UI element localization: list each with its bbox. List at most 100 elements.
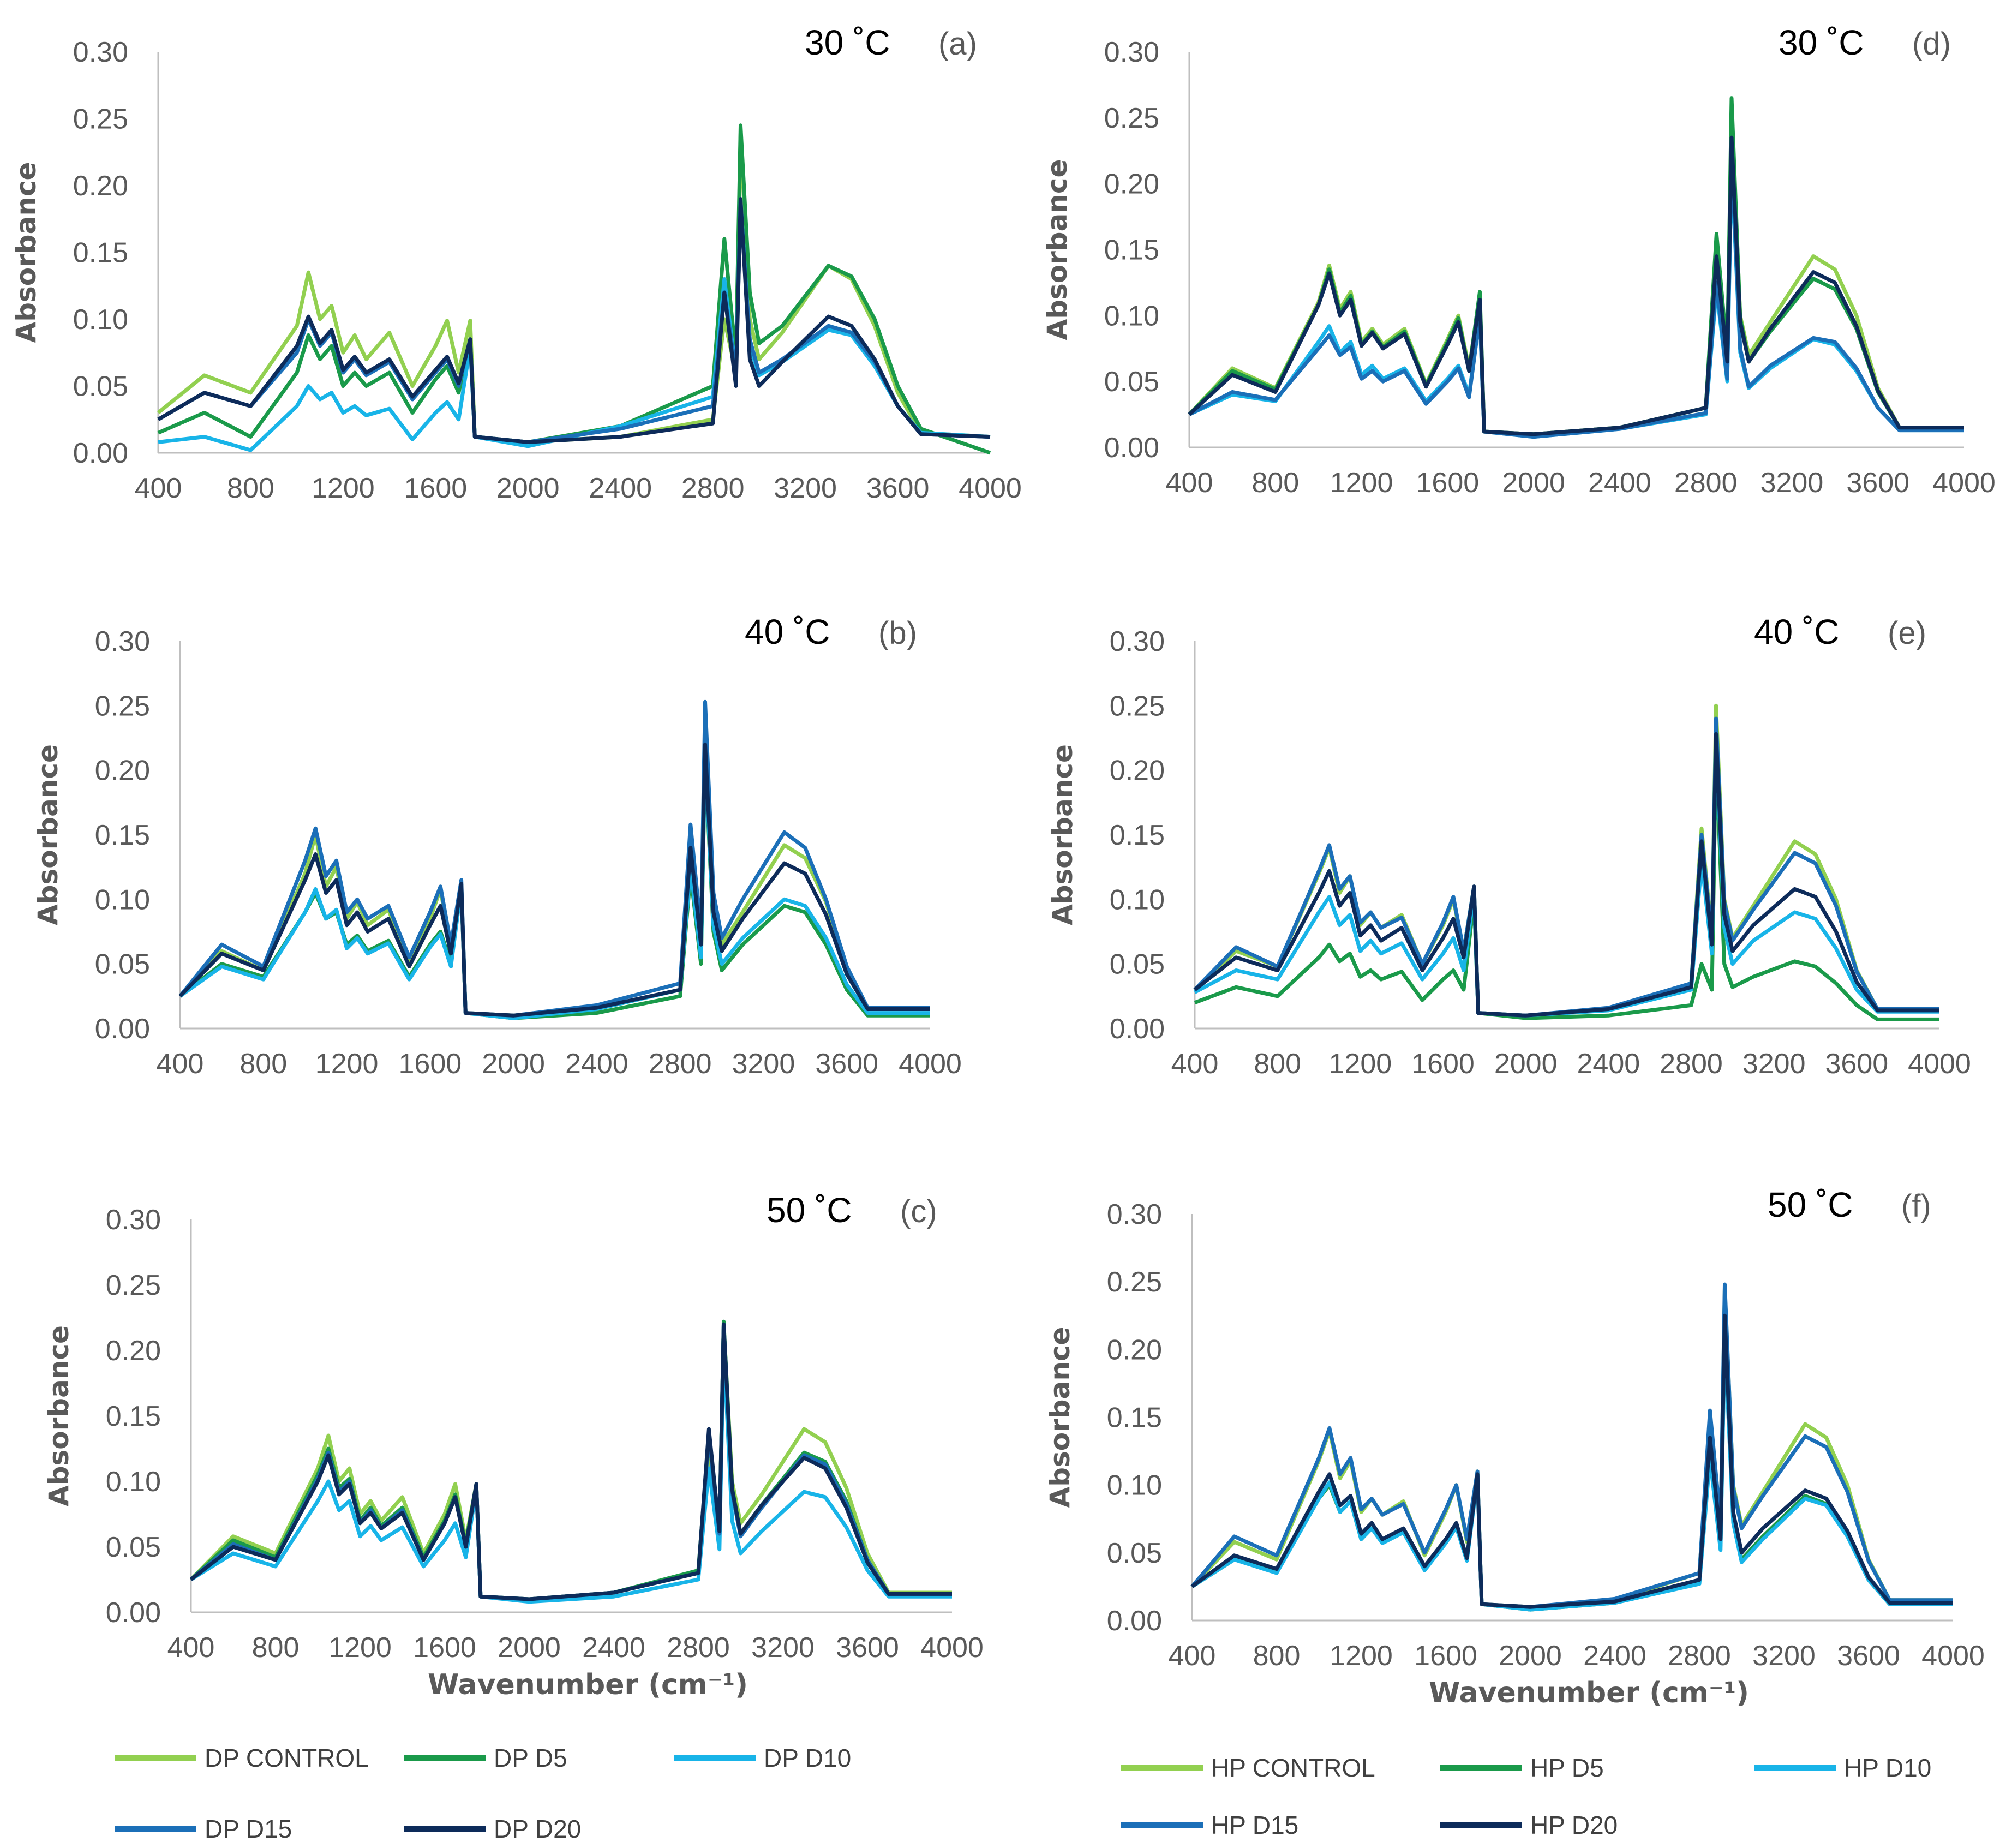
x-tick-label: 2000 [1499, 1640, 1562, 1672]
y-tick-label: 0.20 [106, 1335, 161, 1367]
legend-left: DP CONTROL DP D5 DP D10 DP D15 DP D20 [115, 1744, 851, 1843]
y-tick-label: 0.00 [106, 1597, 161, 1629]
x-tick-label: 2000 [482, 1048, 545, 1080]
y-tick-label: 0.25 [1110, 690, 1165, 722]
y-tick-label: 0.15 [106, 1401, 161, 1432]
x-tick-label: 1200 [1330, 467, 1393, 499]
x-tick-label: 1600 [413, 1632, 476, 1664]
x-tick-label: 1600 [1414, 1640, 1477, 1672]
panel-temperature: 40 ˚C [1754, 612, 1840, 651]
legend-label: DP D10 [764, 1744, 851, 1772]
x-tick-label: 800 [1253, 1640, 1301, 1672]
y-tick-label: 0.00 [1104, 432, 1159, 464]
chart-panels: 0.00 0.05 0.10 0.15 0.20 0.25 0.30 400 800 1200 16… [10, 23, 1996, 1709]
x-tick-label: 1600 [1411, 1048, 1475, 1080]
legend-label: DP D15 [205, 1815, 292, 1843]
y-tick-label: 0.30 [95, 626, 150, 657]
x-tick-label: 400 [157, 1048, 204, 1080]
x-tick-label: 4000 [899, 1048, 962, 1080]
panel-letter: (e) [1888, 615, 1926, 651]
panel-letter: (d) [1912, 26, 1951, 62]
panel-temperature: 30 ˚C [805, 23, 890, 62]
series-line-dp-d15 [189, 1322, 952, 1601]
x-tick-label: 3200 [1760, 467, 1824, 499]
y-tick-label: 0.25 [1107, 1266, 1162, 1298]
x-tick-label: 3600 [836, 1632, 899, 1664]
x-tick-label: 400 [1171, 1048, 1219, 1080]
y-tick-label: 0.25 [73, 104, 128, 135]
y-tick-label: 0.25 [95, 690, 150, 722]
x-tick-label: 3600 [866, 473, 930, 504]
y-axis-title: Absorbance [10, 162, 42, 343]
x-tick-label: 3600 [1825, 1048, 1888, 1080]
panel-temperature: 30 ˚C [1779, 23, 1864, 62]
chart-panel-c: 0.00 0.05 0.10 0.15 0.20 0.25 0.30 400 800 1200 16… [43, 1191, 984, 1701]
legend-right: HP CONTROL HP D5 HP D10 HP D15 HP D20 [1121, 1754, 1931, 1839]
chart-panel-f: 0.00 0.05 0.10 0.15 0.20 0.25 0.30 400 800 1200 16… [1044, 1185, 1985, 1709]
x-tick-label: 2000 [1494, 1048, 1558, 1080]
x-tick-label: 800 [1254, 1048, 1301, 1080]
chart-panel-d: 0.00 0.05 0.10 0.15 0.20 0.25 0.30 400 800 1200 16… [1041, 23, 1996, 499]
y-tick-label: 0.05 [106, 1532, 161, 1563]
x-tick-label: 3600 [1846, 467, 1909, 499]
series-line-dp-d20 [157, 197, 991, 444]
series-line-hp-d20 [1188, 135, 1964, 436]
legend-label: DP D5 [494, 1744, 567, 1772]
y-tick-label: 0.20 [1104, 169, 1159, 200]
x-tick-label: 3200 [1752, 1640, 1816, 1672]
series-line-hp-d15 [1190, 1282, 1953, 1609]
y-tick-label: 0.15 [95, 820, 150, 851]
y-axis-title: Absorbance [1044, 1327, 1076, 1508]
chart-panel-a: 0.00 0.05 0.10 0.15 0.20 0.25 0.30 400 800 1200 16… [10, 23, 1022, 504]
series-line-hp-d20 [1190, 1313, 1953, 1609]
x-tick-label: 4000 [1908, 1048, 1971, 1080]
y-tick-label: 0.10 [1110, 884, 1165, 916]
y-axis-title: Absorbance [32, 744, 64, 925]
x-tick-label: 2800 [1674, 467, 1738, 499]
x-tick-label: 1200 [315, 1048, 379, 1080]
x-tick-label: 2800 [649, 1048, 712, 1080]
panel-letter: (c) [900, 1194, 937, 1229]
x-tick-label: 1200 [1328, 1048, 1392, 1080]
y-tick-label: 0.20 [1107, 1334, 1162, 1366]
legend-label: HP D20 [1530, 1811, 1618, 1839]
x-axis-title: Wavenumber (cm⁻¹) [428, 1668, 748, 1701]
series-line-dp-control [189, 1322, 952, 1601]
legend-label: HP D15 [1211, 1811, 1298, 1839]
y-tick-label: 0.20 [1110, 755, 1165, 787]
x-tick-label: 3200 [732, 1048, 795, 1080]
y-tick-label: 0.30 [1107, 1199, 1162, 1230]
y-tick-label: 0.05 [95, 949, 150, 980]
panel-letter: (a) [938, 26, 977, 62]
x-tick-label: 1200 [1330, 1640, 1393, 1672]
series-line-dp-d5 [189, 1319, 952, 1601]
y-tick-label: 0.00 [95, 1013, 150, 1045]
series-line-dp-control [178, 710, 930, 1018]
series-line-dp-d20 [189, 1322, 952, 1601]
series-line-dp-d10 [158, 197, 991, 452]
x-tick-label: 3200 [1742, 1048, 1806, 1080]
legend-label: HP D5 [1530, 1754, 1604, 1782]
y-tick-label: 0.00 [1110, 1013, 1165, 1045]
y-tick-label: 0.30 [1104, 37, 1159, 68]
series-line-dp-d5 [157, 123, 991, 455]
x-tick-label: 1600 [1416, 467, 1479, 499]
y-tick-label: 0.15 [73, 237, 128, 269]
x-tick-label: 3600 [815, 1048, 878, 1080]
x-tick-label: 2400 [582, 1632, 645, 1664]
panel-temperature: 40 ˚C [745, 612, 830, 651]
x-tick-label: 400 [167, 1632, 215, 1664]
x-tick-label: 4000 [1921, 1640, 1985, 1672]
y-axis-title: Absorbance [43, 1325, 75, 1506]
y-tick-label: 0.05 [1104, 366, 1159, 398]
x-tick-label: 400 [1169, 1640, 1216, 1672]
x-tick-label: 2400 [1583, 1640, 1646, 1672]
x-tick-label: 2800 [1660, 1048, 1723, 1080]
x-tick-label: 2800 [667, 1632, 730, 1664]
y-axis-title: Absorbance [1047, 744, 1079, 925]
x-tick-label: 800 [239, 1048, 287, 1080]
series-line-dp-control [157, 130, 991, 444]
x-tick-label: 2400 [565, 1048, 628, 1080]
panel-temperature: 50 ˚C [767, 1191, 852, 1230]
